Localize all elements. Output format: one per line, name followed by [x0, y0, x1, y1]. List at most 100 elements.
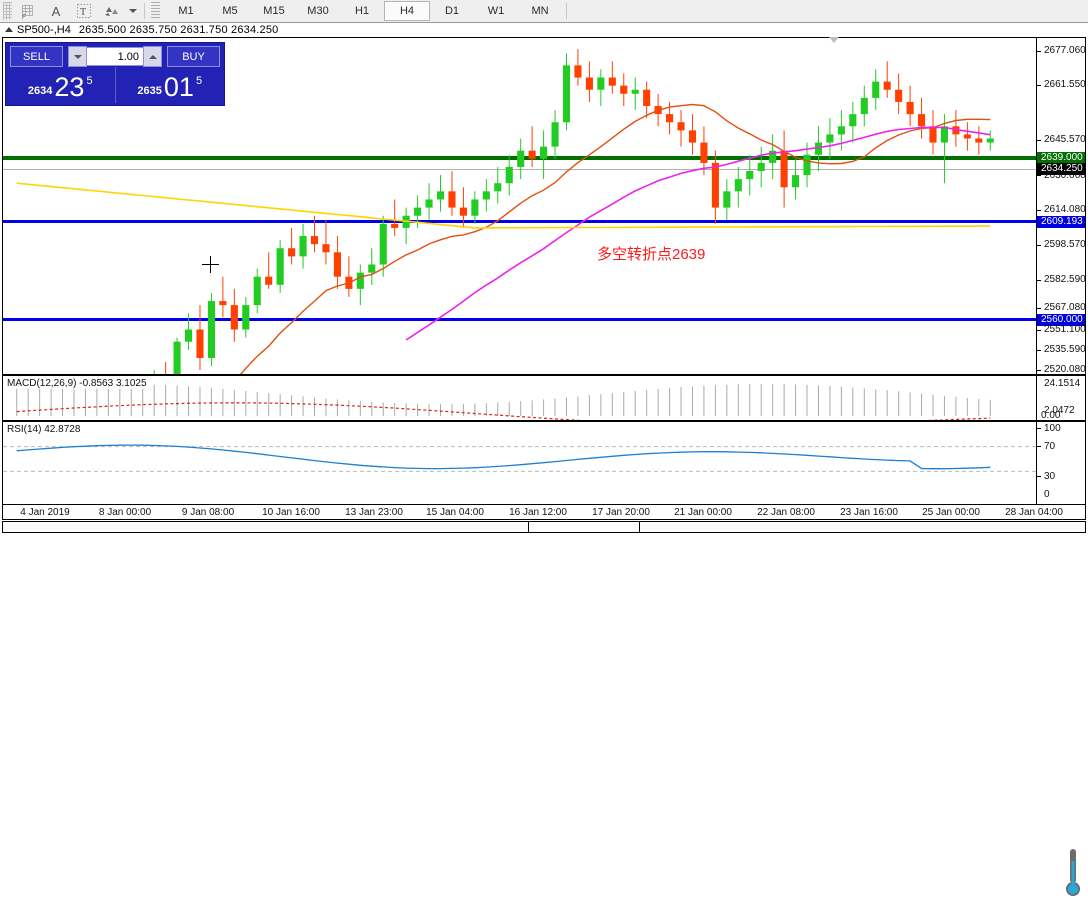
order-controls-row: SELL 1.00 BUY	[6, 43, 224, 67]
thermometer-icon	[1066, 849, 1080, 896]
price-tick-2: 2645.570	[1044, 134, 1086, 145]
timeframe-mn[interactable]: MN	[531, 5, 549, 17]
objects-dropdown-icon[interactable]	[126, 1, 140, 21]
price-tick-3: 2630.060	[1044, 170, 1086, 181]
volume-input[interactable]: 1.00	[87, 47, 143, 66]
macd-tick-0: 24.1514	[1044, 378, 1081, 389]
svg-text:T: T	[80, 7, 86, 18]
toolbar-divider	[144, 3, 145, 19]
buy-button[interactable]: BUY	[167, 46, 220, 67]
rsi-tick-0: 0	[1044, 489, 1050, 500]
timeframe-m30[interactable]: M30	[307, 5, 329, 17]
crosshair-horizontal	[202, 264, 219, 265]
price-axis[interactable]: 2677.060 2661.550 2645.570 2639.000 2634…	[1037, 37, 1086, 375]
one-click-trading-panel[interactable]: SELL 1.00 BUY 2634 23 5 2635 01 5	[5, 42, 225, 106]
rsi-tick-30: 30	[1044, 471, 1056, 482]
rsi-pane[interactable]: RSI(14) 42.8728	[2, 421, 1037, 505]
buy-price[interactable]: 2635 01 5	[114, 67, 225, 103]
rsi-tick-70: 70	[1044, 441, 1056, 452]
sell-price-sup: 5	[86, 75, 93, 87]
text-label-icon[interactable]: T	[70, 1, 98, 21]
time-tick-1: 8 Jan 00:00	[98, 507, 152, 518]
volume-decrease-icon[interactable]	[68, 46, 87, 67]
buy-price-sup: 5	[195, 75, 203, 87]
crosshair-icon[interactable]: F	[14, 1, 42, 21]
objects-icon[interactable]	[98, 1, 126, 21]
timeframe-h4[interactable]: H4	[384, 1, 430, 21]
volume-increase-icon[interactable]	[143, 46, 162, 67]
sell-price-int: 2634	[27, 85, 53, 97]
symbol-name: SP500-,H4	[17, 23, 71, 36]
toolbar-drag-handle[interactable]	[3, 2, 12, 20]
timeframe-h1[interactable]: H1	[354, 5, 370, 17]
price-tick-1: 2661.550	[1044, 79, 1086, 90]
macd-series	[16, 384, 991, 420]
text-font-icon[interactable]: A	[51, 3, 61, 19]
price-tick-8: 2551.100	[1044, 324, 1086, 335]
ohlc-values: 2635.500 2635.750 2631.750 2634.250	[78, 23, 279, 36]
macd-axis[interactable]: 24.1514 2.0472 0.00	[1037, 375, 1086, 421]
macd-label: MACD(12,26,9) -0.8563 3.1025	[7, 378, 147, 389]
macd-tick-1: 2.0472	[1044, 405, 1075, 416]
scrollbar-thumb-left[interactable]	[3, 522, 529, 532]
sell-button[interactable]: SELL	[10, 46, 63, 67]
collapse-triangle-icon[interactable]	[5, 27, 13, 32]
price-tick-6: 2582.590	[1044, 274, 1086, 285]
sell-price-big: 23	[54, 72, 85, 102]
time-tick-7: 17 Jan 20:00	[592, 507, 650, 518]
chart-shift-marker-icon[interactable]	[829, 37, 839, 43]
price-tick-7: 2567.080	[1044, 302, 1086, 313]
time-tick-0: 4 Jan 2019	[20, 507, 70, 518]
rsi-axis[interactable]: 100 70 30 0	[1037, 421, 1086, 896]
macd-pane[interactable]: MACD(12,26,9) -0.8563 3.1025	[2, 375, 1037, 421]
main-toolbar: F A T M1 M5 M15 M30 H1 H4 D1 W1 MN	[0, 0, 1088, 23]
timeframe-w1[interactable]: W1	[487, 5, 505, 17]
timeframe-m15[interactable]: M15	[263, 5, 285, 17]
timeframe-m5[interactable]: M5	[222, 5, 238, 17]
price-last-2634: 2634.250	[1037, 163, 1085, 175]
timeframe-d1[interactable]: D1	[444, 5, 460, 17]
horizontal-scrollbar[interactable]	[2, 521, 1086, 533]
order-prices-row: 2634 23 5 2635 01 5	[6, 67, 224, 103]
price-tick-0: 2677.060	[1044, 45, 1086, 56]
time-tick-9: 22 Jan 08:00	[757, 507, 815, 518]
scrollbar-thumb-right[interactable]	[639, 522, 1085, 532]
support-line-2609	[3, 220, 1036, 223]
time-tick-4: 13 Jan 23:00	[345, 507, 403, 518]
sell-price[interactable]: 2634 23 5	[6, 67, 115, 103]
price-tick-4: 2614.080	[1044, 204, 1086, 215]
time-tick-5: 15 Jan 04:00	[426, 507, 484, 518]
support-line-2560	[3, 318, 1036, 321]
price-tick-10: 2520.080	[1044, 364, 1086, 375]
rsi-tick-100: 100	[1044, 423, 1061, 434]
time-tick-8: 21 Jan 00:00	[674, 507, 732, 518]
symbol-info-bar: SP500-,H4 2635.500 2635.750 2631.750 263…	[0, 23, 1088, 36]
time-tick-3: 10 Jan 16:00	[262, 507, 320, 518]
chart-annotation: 多空转折点2639	[597, 246, 706, 263]
price-tick-5: 2598.570	[1044, 239, 1086, 250]
macd-tick-2: 0.00	[1041, 410, 1061, 421]
candlestick-series	[16, 49, 994, 374]
svg-text:F: F	[22, 15, 26, 19]
time-tick-6: 16 Jan 12:00	[509, 507, 567, 518]
last-price-line	[3, 169, 1036, 170]
chart-frame: 多空转折点2639 MACD(12,26,9) -0.8563 3.1025 R…	[2, 37, 1086, 896]
price-level-2609: 2609.193	[1037, 216, 1085, 228]
time-tick-12: 28 Jan 04:00	[1005, 507, 1063, 518]
time-tick-2: 9 Jan 08:00	[181, 507, 235, 518]
scrollbar-track[interactable]	[529, 522, 639, 532]
timeframe-drag-handle[interactable]	[151, 2, 160, 20]
price-level-2639: 2639.000	[1037, 152, 1085, 164]
price-tick-9: 2535.590	[1044, 344, 1086, 355]
time-tick-10: 23 Jan 16:00	[840, 507, 898, 518]
rsi-series	[3, 444, 1036, 472]
price-level-2560: 2560.000	[1037, 314, 1085, 326]
timeframe-m1[interactable]: M1	[178, 5, 194, 17]
volume-stepper[interactable]: 1.00	[68, 46, 162, 67]
buy-price-int: 2635	[137, 85, 162, 97]
buy-price-big: 01	[163, 72, 194, 102]
time-axis[interactable]: 4 Jan 2019 8 Jan 00:00 9 Jan 08:00 10 Ja…	[2, 505, 1086, 520]
rsi-label: RSI(14) 42.8728	[7, 424, 81, 435]
time-tick-11: 25 Jan 00:00	[922, 507, 980, 518]
